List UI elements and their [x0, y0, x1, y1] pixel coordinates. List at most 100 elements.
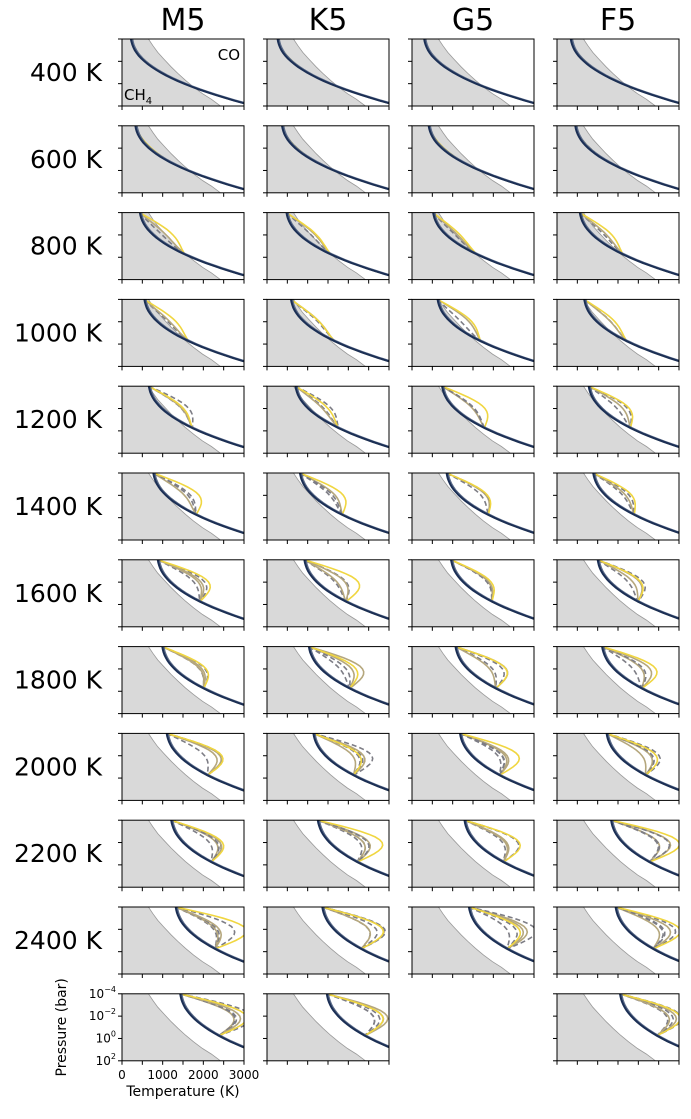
panel [263, 732, 390, 805]
profile-line [325, 993, 389, 1049]
profile-line [423, 39, 534, 105]
profile-line [468, 907, 534, 963]
profile-line [326, 993, 389, 1049]
panel [408, 819, 535, 892]
boundary-line [438, 473, 511, 540]
panel [118, 298, 245, 371]
row-label: 1600 K [14, 579, 103, 608]
profile-line [308, 646, 389, 706]
panel [408, 646, 535, 718]
profile-line [326, 993, 389, 1049]
ch4-region [557, 646, 656, 714]
ch4-region [267, 473, 366, 540]
panel [263, 906, 390, 978]
panel [553, 38, 680, 110]
ch4-region [557, 39, 656, 106]
profile-line [427, 125, 534, 191]
panel [263, 993, 390, 1065]
profile-line [152, 473, 244, 535]
profile-line [298, 473, 389, 535]
panel: CO CH4 [118, 38, 245, 110]
row-label: 2200 K [14, 839, 103, 868]
ch4-region [557, 993, 656, 1061]
x-tick-label: 1000 [147, 1068, 178, 1082]
profile-line [321, 907, 389, 963]
row-label: 600 K [30, 145, 103, 174]
profile-line [610, 820, 679, 877]
panel [553, 298, 680, 371]
panel [408, 472, 535, 544]
boundary-line [438, 559, 511, 627]
column-title: K5 [309, 3, 348, 38]
ch4-subscript: 4 [146, 96, 152, 107]
profile-line [610, 820, 679, 877]
ch4-region [557, 907, 656, 974]
profile-line [606, 733, 679, 791]
boundary-line [438, 820, 511, 888]
boundary-line [583, 559, 656, 627]
boundary-line [583, 733, 656, 801]
panel [118, 732, 245, 805]
profile-line [170, 820, 244, 878]
boundary-line [293, 646, 366, 714]
ch4-label: CH4 [124, 86, 152, 107]
profile-line [459, 733, 534, 792]
profile-line [317, 820, 389, 877]
boundary-line [583, 820, 656, 888]
ch4-region [267, 646, 366, 714]
boundary-line [293, 39, 366, 106]
boundary-line [148, 646, 221, 714]
ch4-region [122, 386, 221, 454]
profile-line [436, 299, 534, 363]
profile-line [614, 907, 679, 963]
profile-line [450, 559, 534, 620]
ch4-region [412, 299, 511, 367]
profile-line [597, 559, 679, 620]
boundary-line [148, 559, 221, 627]
profile-line [156, 559, 244, 621]
column-title: G5 [452, 3, 494, 38]
profile-line [281, 125, 389, 191]
profile-line [569, 39, 679, 105]
profile-line [468, 907, 534, 963]
boundary-line [293, 820, 366, 888]
boundary-line [583, 125, 656, 193]
profile-line [285, 212, 389, 277]
profile-line [467, 907, 534, 963]
profile-line [610, 820, 679, 877]
profile-line [174, 907, 244, 963]
profile-line [161, 646, 244, 706]
profile-line [326, 993, 389, 1049]
profile-line [615, 907, 679, 963]
profile-line [322, 907, 389, 963]
ch4-region [122, 646, 221, 714]
profile-line [592, 473, 679, 534]
profile-line [578, 212, 679, 277]
ch4-region [122, 473, 221, 540]
ch4-region [412, 39, 511, 106]
ch4-region [267, 993, 366, 1061]
panel [263, 38, 390, 110]
profile-line [601, 646, 679, 706]
ch4-region [412, 820, 511, 888]
ch4-region [267, 907, 366, 974]
profile-line [179, 993, 244, 1049]
profile-line [615, 907, 679, 963]
row-label: 400 K [30, 58, 103, 87]
panel [408, 212, 535, 284]
profile-line [165, 733, 244, 792]
profile-line [134, 125, 244, 191]
profile-line [322, 907, 389, 963]
profile-line [143, 299, 244, 363]
panel [553, 125, 680, 197]
ch4-region [267, 733, 366, 801]
panel [408, 38, 535, 110]
y-tick-label: 102 [96, 1052, 116, 1068]
profile-line [468, 907, 534, 963]
panel [408, 732, 535, 805]
ch4-region [122, 559, 221, 627]
y-tick-exponent: −2 [104, 1007, 116, 1016]
profile-line [455, 646, 534, 706]
profile-line [276, 39, 389, 105]
panel [118, 646, 245, 718]
